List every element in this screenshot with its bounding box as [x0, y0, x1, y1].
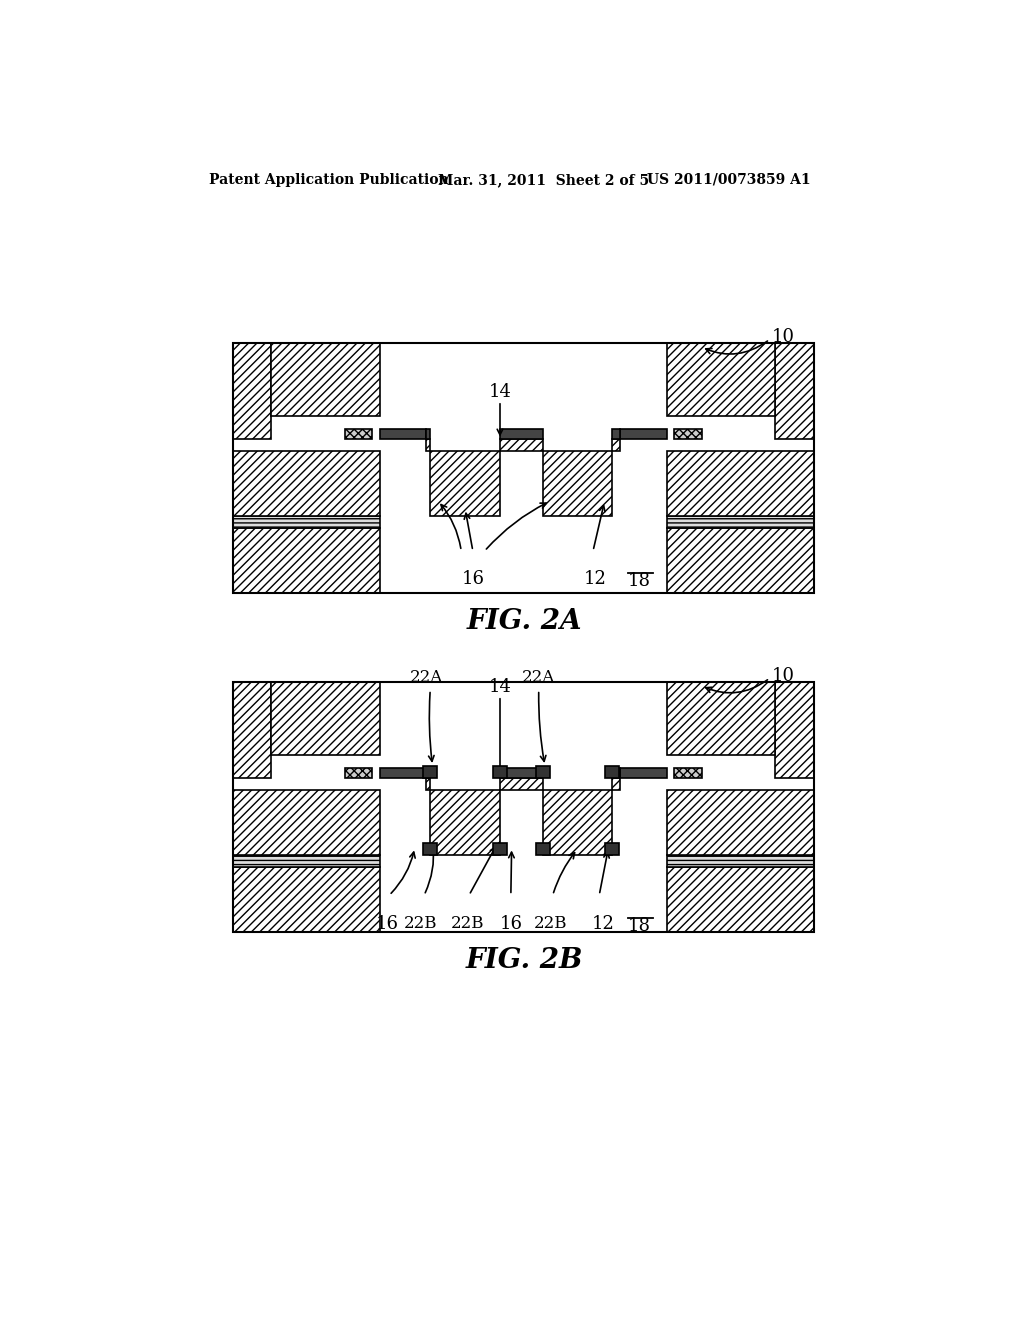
Bar — [380, 768, 426, 779]
Text: 16: 16 — [376, 915, 399, 933]
Bar — [493, 766, 507, 779]
Text: 18: 18 — [628, 917, 651, 935]
Bar — [232, 867, 380, 932]
Bar — [345, 429, 372, 440]
Bar — [621, 768, 667, 779]
Bar — [536, 843, 550, 855]
Bar — [500, 440, 543, 451]
Bar — [621, 429, 667, 440]
Bar — [675, 768, 701, 779]
Bar — [232, 855, 380, 867]
Bar — [232, 343, 814, 594]
Bar — [500, 768, 543, 779]
Text: FIG. 2A: FIG. 2A — [467, 609, 583, 635]
Bar — [612, 440, 621, 451]
Bar — [232, 343, 271, 440]
Bar — [612, 768, 621, 779]
Text: FIG. 2B: FIG. 2B — [466, 948, 584, 974]
Bar — [430, 451, 500, 516]
Bar — [675, 429, 701, 440]
Bar — [667, 451, 814, 516]
Bar — [667, 855, 814, 867]
Text: 22B: 22B — [534, 915, 567, 932]
Bar — [667, 516, 814, 528]
Bar — [271, 682, 380, 755]
Bar — [500, 429, 543, 440]
Text: 16: 16 — [500, 915, 522, 933]
Text: 18: 18 — [628, 572, 651, 590]
Text: 10: 10 — [771, 329, 795, 346]
Text: 14: 14 — [488, 678, 511, 696]
Text: 16: 16 — [462, 570, 484, 589]
Text: 12: 12 — [584, 570, 606, 589]
Bar — [232, 682, 814, 932]
Text: 22A: 22A — [522, 669, 555, 686]
Bar — [423, 766, 437, 779]
Text: Patent Application Publication: Patent Application Publication — [209, 173, 449, 187]
Bar — [543, 451, 612, 516]
Bar — [667, 528, 814, 594]
Bar — [430, 789, 500, 855]
Bar — [612, 779, 621, 789]
Bar — [232, 516, 380, 528]
Bar — [345, 768, 372, 779]
Bar — [605, 843, 620, 855]
Bar — [493, 843, 507, 855]
Bar — [543, 789, 612, 855]
Bar — [423, 843, 437, 855]
Bar — [775, 343, 814, 440]
Bar — [380, 429, 426, 440]
Bar — [232, 451, 380, 516]
Text: 22B: 22B — [404, 915, 437, 932]
Bar — [605, 766, 620, 779]
Text: US 2011/0073859 A1: US 2011/0073859 A1 — [647, 173, 811, 187]
Bar — [232, 789, 380, 855]
Bar — [612, 429, 621, 440]
Bar — [232, 682, 271, 779]
Text: 12: 12 — [592, 915, 614, 933]
Bar — [271, 343, 380, 416]
Bar — [426, 440, 430, 451]
Bar — [667, 867, 814, 932]
Bar — [232, 528, 380, 594]
Bar — [536, 766, 550, 779]
Text: 22A: 22A — [410, 669, 443, 686]
Text: 10: 10 — [771, 667, 795, 685]
Bar — [667, 789, 814, 855]
Bar — [426, 429, 430, 440]
Text: 22B: 22B — [451, 915, 484, 932]
Bar — [500, 779, 543, 789]
Bar — [426, 768, 430, 779]
Bar — [667, 343, 775, 416]
Bar — [775, 682, 814, 779]
Text: 14: 14 — [488, 383, 511, 401]
Bar — [426, 779, 430, 789]
Text: Mar. 31, 2011  Sheet 2 of 5: Mar. 31, 2011 Sheet 2 of 5 — [438, 173, 649, 187]
Bar — [667, 682, 775, 755]
